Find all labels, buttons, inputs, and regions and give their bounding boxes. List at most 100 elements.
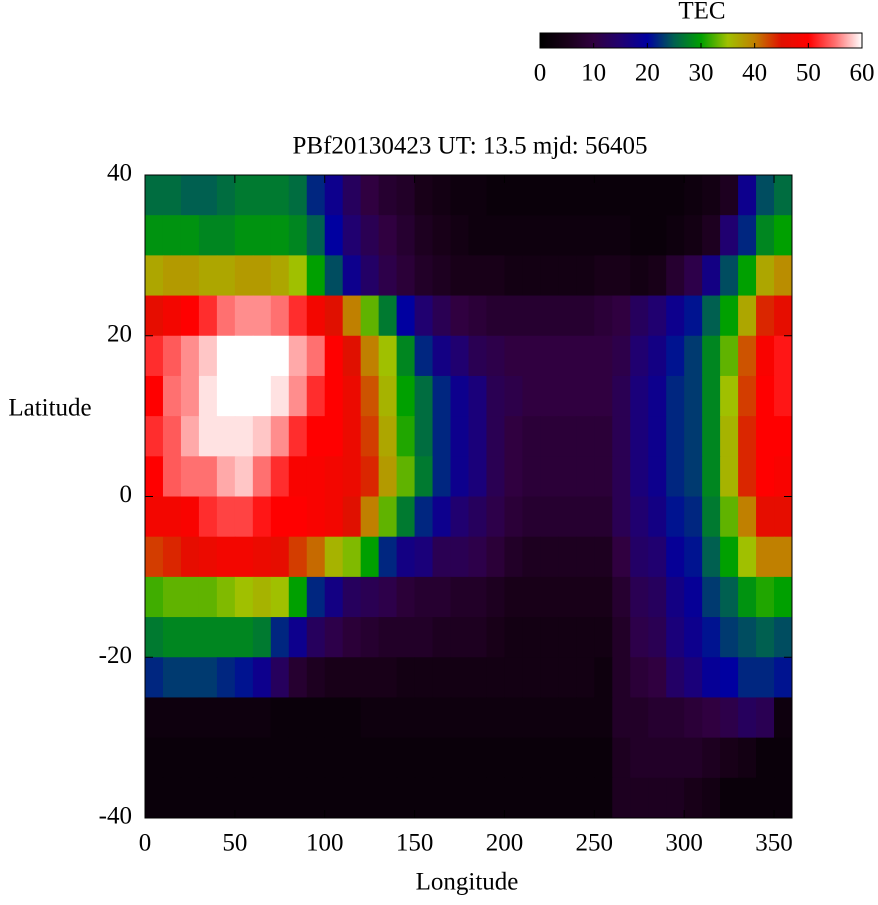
heatmap-cell [612, 255, 631, 297]
heatmap-cell [774, 536, 793, 578]
heatmap-cell [720, 657, 739, 698]
heatmap-cell [252, 737, 272, 779]
heatmap-cell [666, 777, 685, 819]
heatmap-cell [432, 536, 452, 578]
heatmap-cell [360, 416, 380, 457]
heatmap-cell [270, 576, 290, 618]
heatmap-cell [576, 255, 595, 297]
heatmap-cell [558, 456, 577, 497]
heatmap-cell [486, 657, 505, 698]
heatmap-cell [306, 456, 326, 497]
heatmap-cell [396, 496, 416, 538]
heatmap-cell [378, 536, 398, 578]
heatmap-cell [432, 657, 452, 698]
heatmap-cell [378, 255, 398, 297]
heatmap-cell [198, 536, 218, 578]
heatmap-cell [594, 375, 613, 417]
heatmap-cell [234, 777, 254, 819]
heatmap-cell [270, 737, 290, 779]
heatmap-cell [504, 737, 523, 779]
heatmap-cell [216, 255, 236, 297]
heatmap-cell [162, 657, 182, 698]
heatmap-cell [774, 737, 793, 779]
heatmap-cell [702, 255, 721, 297]
heatmap-cell [378, 375, 398, 417]
heatmap-cell [504, 536, 523, 578]
x-tick-label: 50 [222, 830, 247, 857]
heatmap-cell [324, 295, 344, 337]
heatmap-cell [288, 777, 308, 819]
heatmap-cell [198, 335, 218, 377]
heatmap-cell [378, 335, 398, 377]
heatmap-cell [576, 777, 595, 819]
heatmap-cell [522, 295, 541, 337]
heatmap-cell [576, 375, 595, 417]
heatmap-cell [540, 175, 559, 216]
heatmap-cell [252, 416, 272, 457]
heatmap-cell [414, 617, 434, 658]
heatmap-cell [756, 295, 775, 337]
heatmap-cell [540, 617, 559, 658]
heatmap-cell [414, 697, 434, 739]
heatmap-cell [612, 777, 631, 819]
heatmap-cell [576, 175, 595, 216]
heatmap-cell [666, 657, 685, 698]
heatmap-cell [324, 657, 344, 698]
heatmap-cell [738, 215, 757, 256]
heatmap-cell [468, 536, 487, 578]
heatmap-cell [396, 295, 416, 337]
heatmap-cell [162, 737, 182, 779]
heatmap-cell [486, 737, 505, 779]
heatmap-cell [774, 496, 793, 538]
heatmap-cell [738, 496, 757, 538]
heatmap-cell [612, 737, 631, 779]
heatmap-cell [288, 536, 308, 578]
heatmap-cell [522, 496, 541, 538]
heatmap-cell [342, 617, 362, 658]
heatmap-cell [378, 175, 398, 216]
heatmap-cell [396, 175, 416, 216]
heatmap-cell [666, 335, 685, 377]
heatmap-cell [270, 215, 290, 256]
heatmap-cell [288, 456, 308, 497]
heatmap-cell [648, 375, 667, 417]
heatmap-cell [504, 617, 523, 658]
heatmap-cell [198, 576, 218, 618]
heatmap-cell [360, 215, 380, 256]
heatmap-cell [288, 215, 308, 256]
heatmap-cell [648, 175, 667, 216]
heatmap-cell [756, 496, 775, 538]
heatmap-cell [396, 375, 416, 417]
heatmap-cell [558, 416, 577, 457]
heatmap-cell [486, 416, 505, 457]
heatmap-cell [738, 697, 757, 739]
heatmap-cell [270, 657, 290, 698]
heatmap-cell [162, 617, 182, 658]
heatmap-cell [702, 335, 721, 377]
heatmap-cell [145, 697, 164, 739]
heatmap-cell [612, 576, 631, 618]
heatmap-cell [216, 496, 236, 538]
heatmap-cell [612, 175, 631, 216]
heatmap-cell [504, 255, 523, 297]
heatmap-cell [234, 536, 254, 578]
heatmap-cell [558, 255, 577, 297]
heatmap-cell [432, 335, 452, 377]
heatmap-cell [702, 737, 721, 779]
heatmap-cell [702, 777, 721, 819]
heatmap-cell [288, 295, 308, 337]
heatmap-cell [684, 375, 703, 417]
heatmap-cell [360, 697, 380, 739]
heatmap-cell [414, 375, 434, 417]
heatmap-cell [396, 697, 416, 739]
heatmap-cell [630, 215, 649, 256]
heatmap-cell [684, 175, 703, 216]
heatmap-cell [486, 777, 505, 819]
heatmap-cell [558, 697, 577, 739]
heatmap-cell [630, 536, 649, 578]
heatmap-cell [666, 697, 685, 739]
heatmap-cell [270, 617, 290, 658]
heatmap-cell [756, 175, 775, 216]
heatmap-cell [180, 215, 200, 256]
heatmap-cell [414, 536, 434, 578]
